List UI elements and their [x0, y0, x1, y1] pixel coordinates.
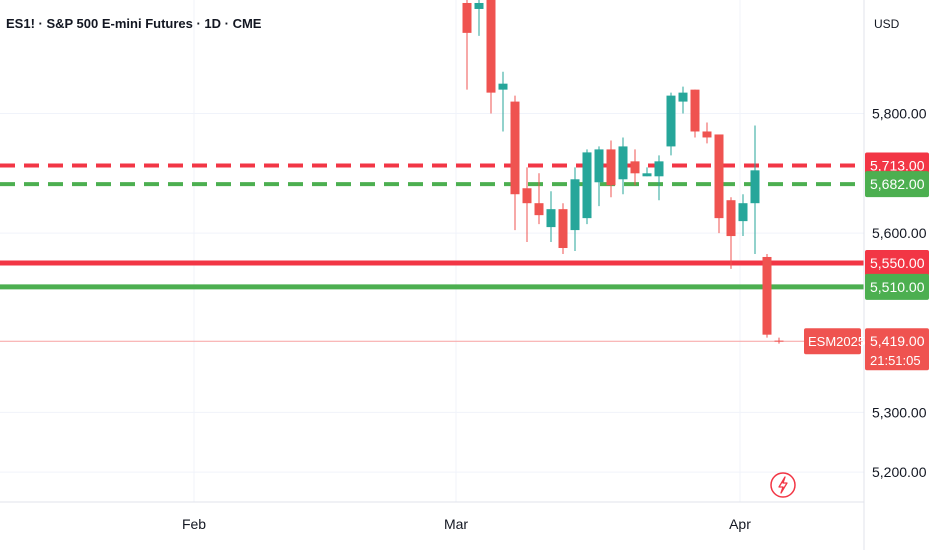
candle-body[interactable]	[546, 209, 556, 228]
currency-label: USD	[874, 17, 900, 31]
candle-body[interactable]	[678, 92, 688, 102]
candle-body[interactable]	[774, 340, 784, 342]
candle-body[interactable]	[534, 203, 544, 216]
level-price-label: 5,713.00	[870, 158, 925, 174]
candle-body[interactable]	[486, 0, 496, 93]
candle-body[interactable]	[462, 2, 472, 33]
price-tick-label: 5,300.00	[872, 404, 927, 420]
candle-body[interactable]	[762, 256, 772, 335]
candle-body[interactable]	[606, 149, 616, 186]
level-price-badge	[865, 171, 929, 198]
candle-body[interactable]	[522, 188, 532, 204]
price-badges: 5,713.00 5,682.00 5,550.00 5,510.00 ESM2025 5…	[804, 152, 929, 371]
candle-body[interactable]	[750, 170, 760, 204]
candle-body[interactable]	[714, 134, 724, 219]
candle-body[interactable]	[666, 95, 676, 147]
candle-body[interactable]	[726, 200, 736, 237]
level-price-label: 5,510.00	[870, 279, 925, 295]
level-price-badge	[865, 273, 929, 300]
candle-body[interactable]	[654, 161, 664, 177]
last-price-label: 5,419.00	[870, 333, 925, 349]
price-tick-label: 5,200.00	[872, 464, 927, 480]
candle-body[interactable]	[738, 203, 748, 222]
level-price-label: 5,550.00	[870, 255, 925, 271]
last-price-badge	[865, 328, 929, 371]
price-tick-label: 5,600.00	[872, 225, 927, 241]
candle-body[interactable]	[510, 101, 520, 195]
candle-body[interactable]	[558, 209, 568, 249]
candle-body[interactable]	[582, 152, 592, 219]
candle-body[interactable]	[570, 179, 580, 231]
symbol-badge	[804, 328, 861, 355]
level-price-badge	[865, 249, 929, 276]
candle-body[interactable]	[618, 146, 628, 180]
candle-body[interactable]	[594, 149, 604, 183]
time-tick-label: Apr	[729, 516, 751, 532]
symbol-label: ESM2025	[808, 334, 865, 349]
candle-body[interactable]	[702, 131, 712, 138]
time-tick-label: Mar	[444, 516, 468, 532]
candle-body[interactable]	[642, 173, 652, 177]
countdown-label: 21:51:05	[870, 353, 921, 368]
lightning-icon[interactable]	[770, 472, 796, 498]
time-tick-label: Feb	[182, 516, 206, 532]
candle-body[interactable]	[474, 2, 484, 9]
chart-title: ES1! · S&P 500 E-mini Futures · 1D · CME	[6, 16, 262, 31]
level-price-label: 5,682.00	[870, 176, 925, 192]
price-tick-label: 5,800.00	[872, 106, 927, 122]
grid	[0, 0, 864, 502]
candle-body[interactable]	[498, 83, 508, 90]
candle-body[interactable]	[690, 89, 700, 132]
candle-body[interactable]	[630, 161, 640, 174]
candles	[462, 0, 784, 344]
